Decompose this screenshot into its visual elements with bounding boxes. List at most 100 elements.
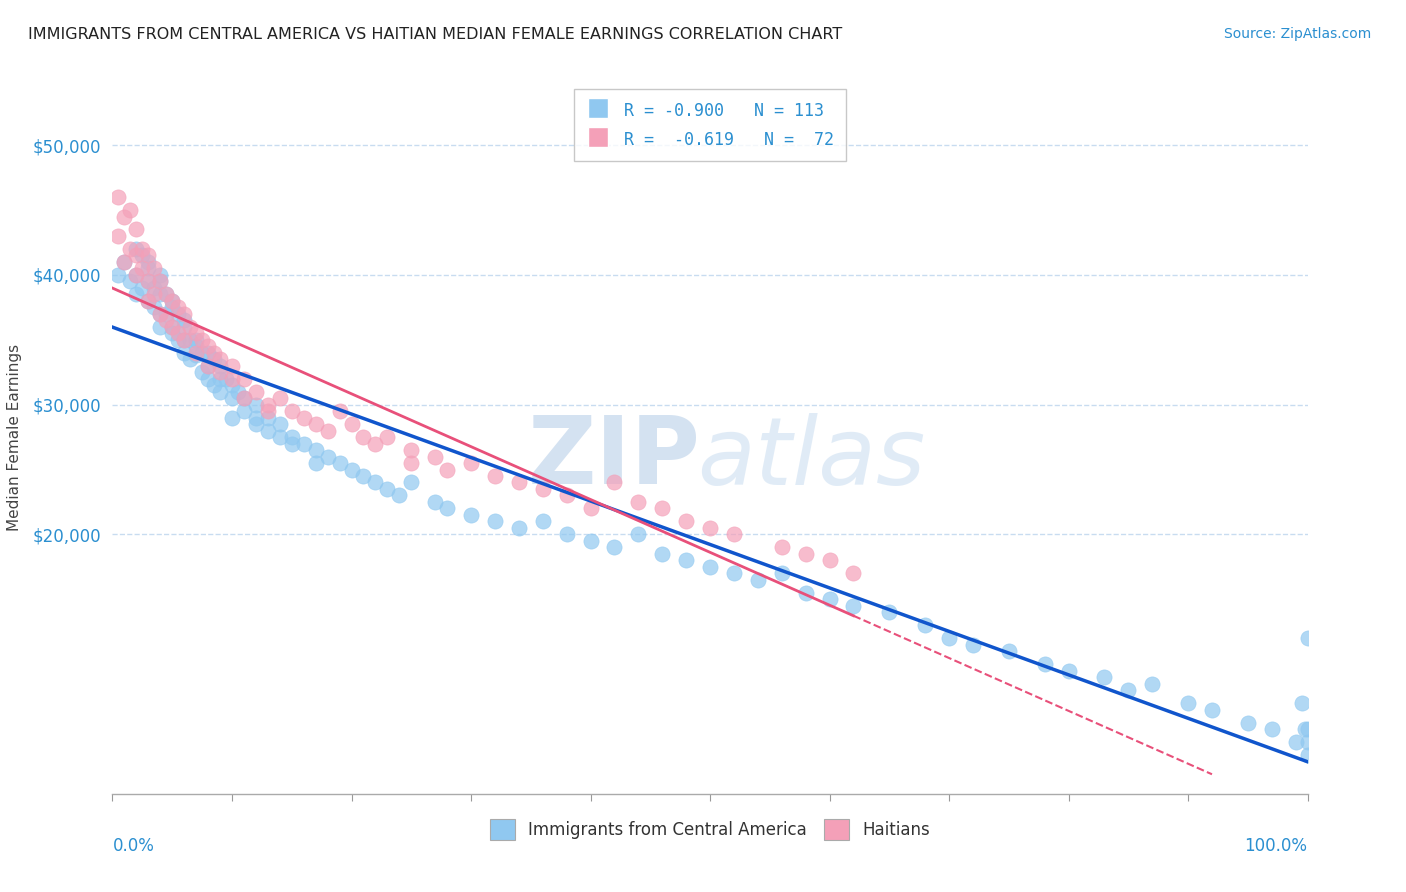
Point	[281, 436, 304, 450]
Point	[197, 345, 219, 359]
Point	[377, 430, 399, 444]
Point	[221, 391, 243, 405]
Point	[1261, 722, 1284, 736]
Point	[794, 586, 817, 600]
Point	[305, 417, 328, 431]
Point	[191, 333, 214, 347]
Point	[723, 566, 745, 581]
Point	[138, 248, 160, 262]
Point	[352, 430, 374, 444]
Point	[155, 287, 177, 301]
Point	[186, 348, 208, 362]
Point	[364, 475, 387, 490]
Point	[173, 333, 195, 347]
Point	[292, 410, 315, 425]
Point	[173, 313, 195, 327]
Point	[842, 566, 865, 581]
Point	[1033, 657, 1056, 672]
Point	[484, 515, 506, 529]
Point	[107, 229, 129, 244]
Point	[173, 319, 195, 334]
Point	[1296, 631, 1319, 645]
Point	[197, 339, 219, 353]
Point	[131, 248, 153, 262]
Point	[233, 391, 256, 405]
Point	[149, 274, 172, 288]
Point	[138, 274, 160, 288]
Point	[281, 430, 304, 444]
Point	[125, 268, 148, 282]
Point	[627, 527, 650, 541]
Point	[1201, 702, 1223, 716]
Point	[155, 307, 177, 321]
Point	[1142, 676, 1164, 690]
Point	[179, 319, 201, 334]
Point	[1118, 683, 1140, 698]
Text: ZIP: ZIP	[529, 412, 700, 505]
Point	[484, 469, 506, 483]
Point	[209, 359, 232, 373]
Text: Source: ZipAtlas.com: Source: ZipAtlas.com	[1223, 27, 1371, 41]
Point	[138, 274, 160, 288]
Point	[179, 352, 201, 367]
Point	[245, 384, 267, 399]
Point	[202, 352, 225, 367]
Point	[245, 410, 267, 425]
Point	[143, 261, 166, 276]
Point	[1291, 696, 1313, 710]
Point	[143, 287, 166, 301]
Point	[209, 365, 232, 379]
Point	[186, 339, 208, 353]
Point	[138, 261, 160, 276]
Point	[555, 527, 578, 541]
Point	[143, 281, 166, 295]
Point	[107, 268, 129, 282]
Point	[257, 404, 280, 418]
Point	[162, 319, 183, 334]
Point	[329, 456, 352, 470]
Point	[1294, 722, 1316, 736]
Point	[747, 573, 769, 587]
Point	[138, 293, 160, 308]
Point	[149, 307, 172, 321]
Text: 0.0%: 0.0%	[112, 837, 155, 855]
Point	[818, 553, 841, 567]
Point	[221, 372, 243, 386]
Point	[401, 443, 423, 458]
Point	[377, 482, 399, 496]
Point	[603, 541, 626, 555]
Point	[202, 378, 225, 392]
Point	[425, 450, 447, 464]
Point	[149, 319, 172, 334]
Point	[998, 644, 1021, 658]
Point	[818, 592, 841, 607]
Point	[155, 287, 177, 301]
Point	[508, 475, 530, 490]
Point	[245, 398, 267, 412]
Point	[305, 443, 328, 458]
Point	[316, 450, 339, 464]
Point	[579, 533, 602, 548]
Point	[269, 430, 291, 444]
Point	[281, 404, 304, 418]
Y-axis label: Median Female Earnings: Median Female Earnings	[7, 343, 21, 531]
Point	[209, 372, 232, 386]
Point	[699, 559, 721, 574]
Point	[149, 268, 172, 282]
Point	[191, 345, 214, 359]
Point	[221, 410, 243, 425]
Point	[460, 508, 482, 522]
Point	[316, 424, 339, 438]
Point	[675, 515, 697, 529]
Point	[651, 501, 673, 516]
Point	[1237, 715, 1260, 730]
Point	[143, 301, 166, 315]
Point	[425, 495, 447, 509]
Text: 100.0%: 100.0%	[1244, 837, 1308, 855]
Text: atlas: atlas	[697, 413, 925, 504]
Point	[162, 319, 183, 334]
Text: IMMIGRANTS FROM CENTRAL AMERICA VS HAITIAN MEDIAN FEMALE EARNINGS CORRELATION CH: IMMIGRANTS FROM CENTRAL AMERICA VS HAITI…	[28, 27, 842, 42]
Point	[770, 541, 793, 555]
Point	[436, 501, 458, 516]
Point	[508, 521, 530, 535]
